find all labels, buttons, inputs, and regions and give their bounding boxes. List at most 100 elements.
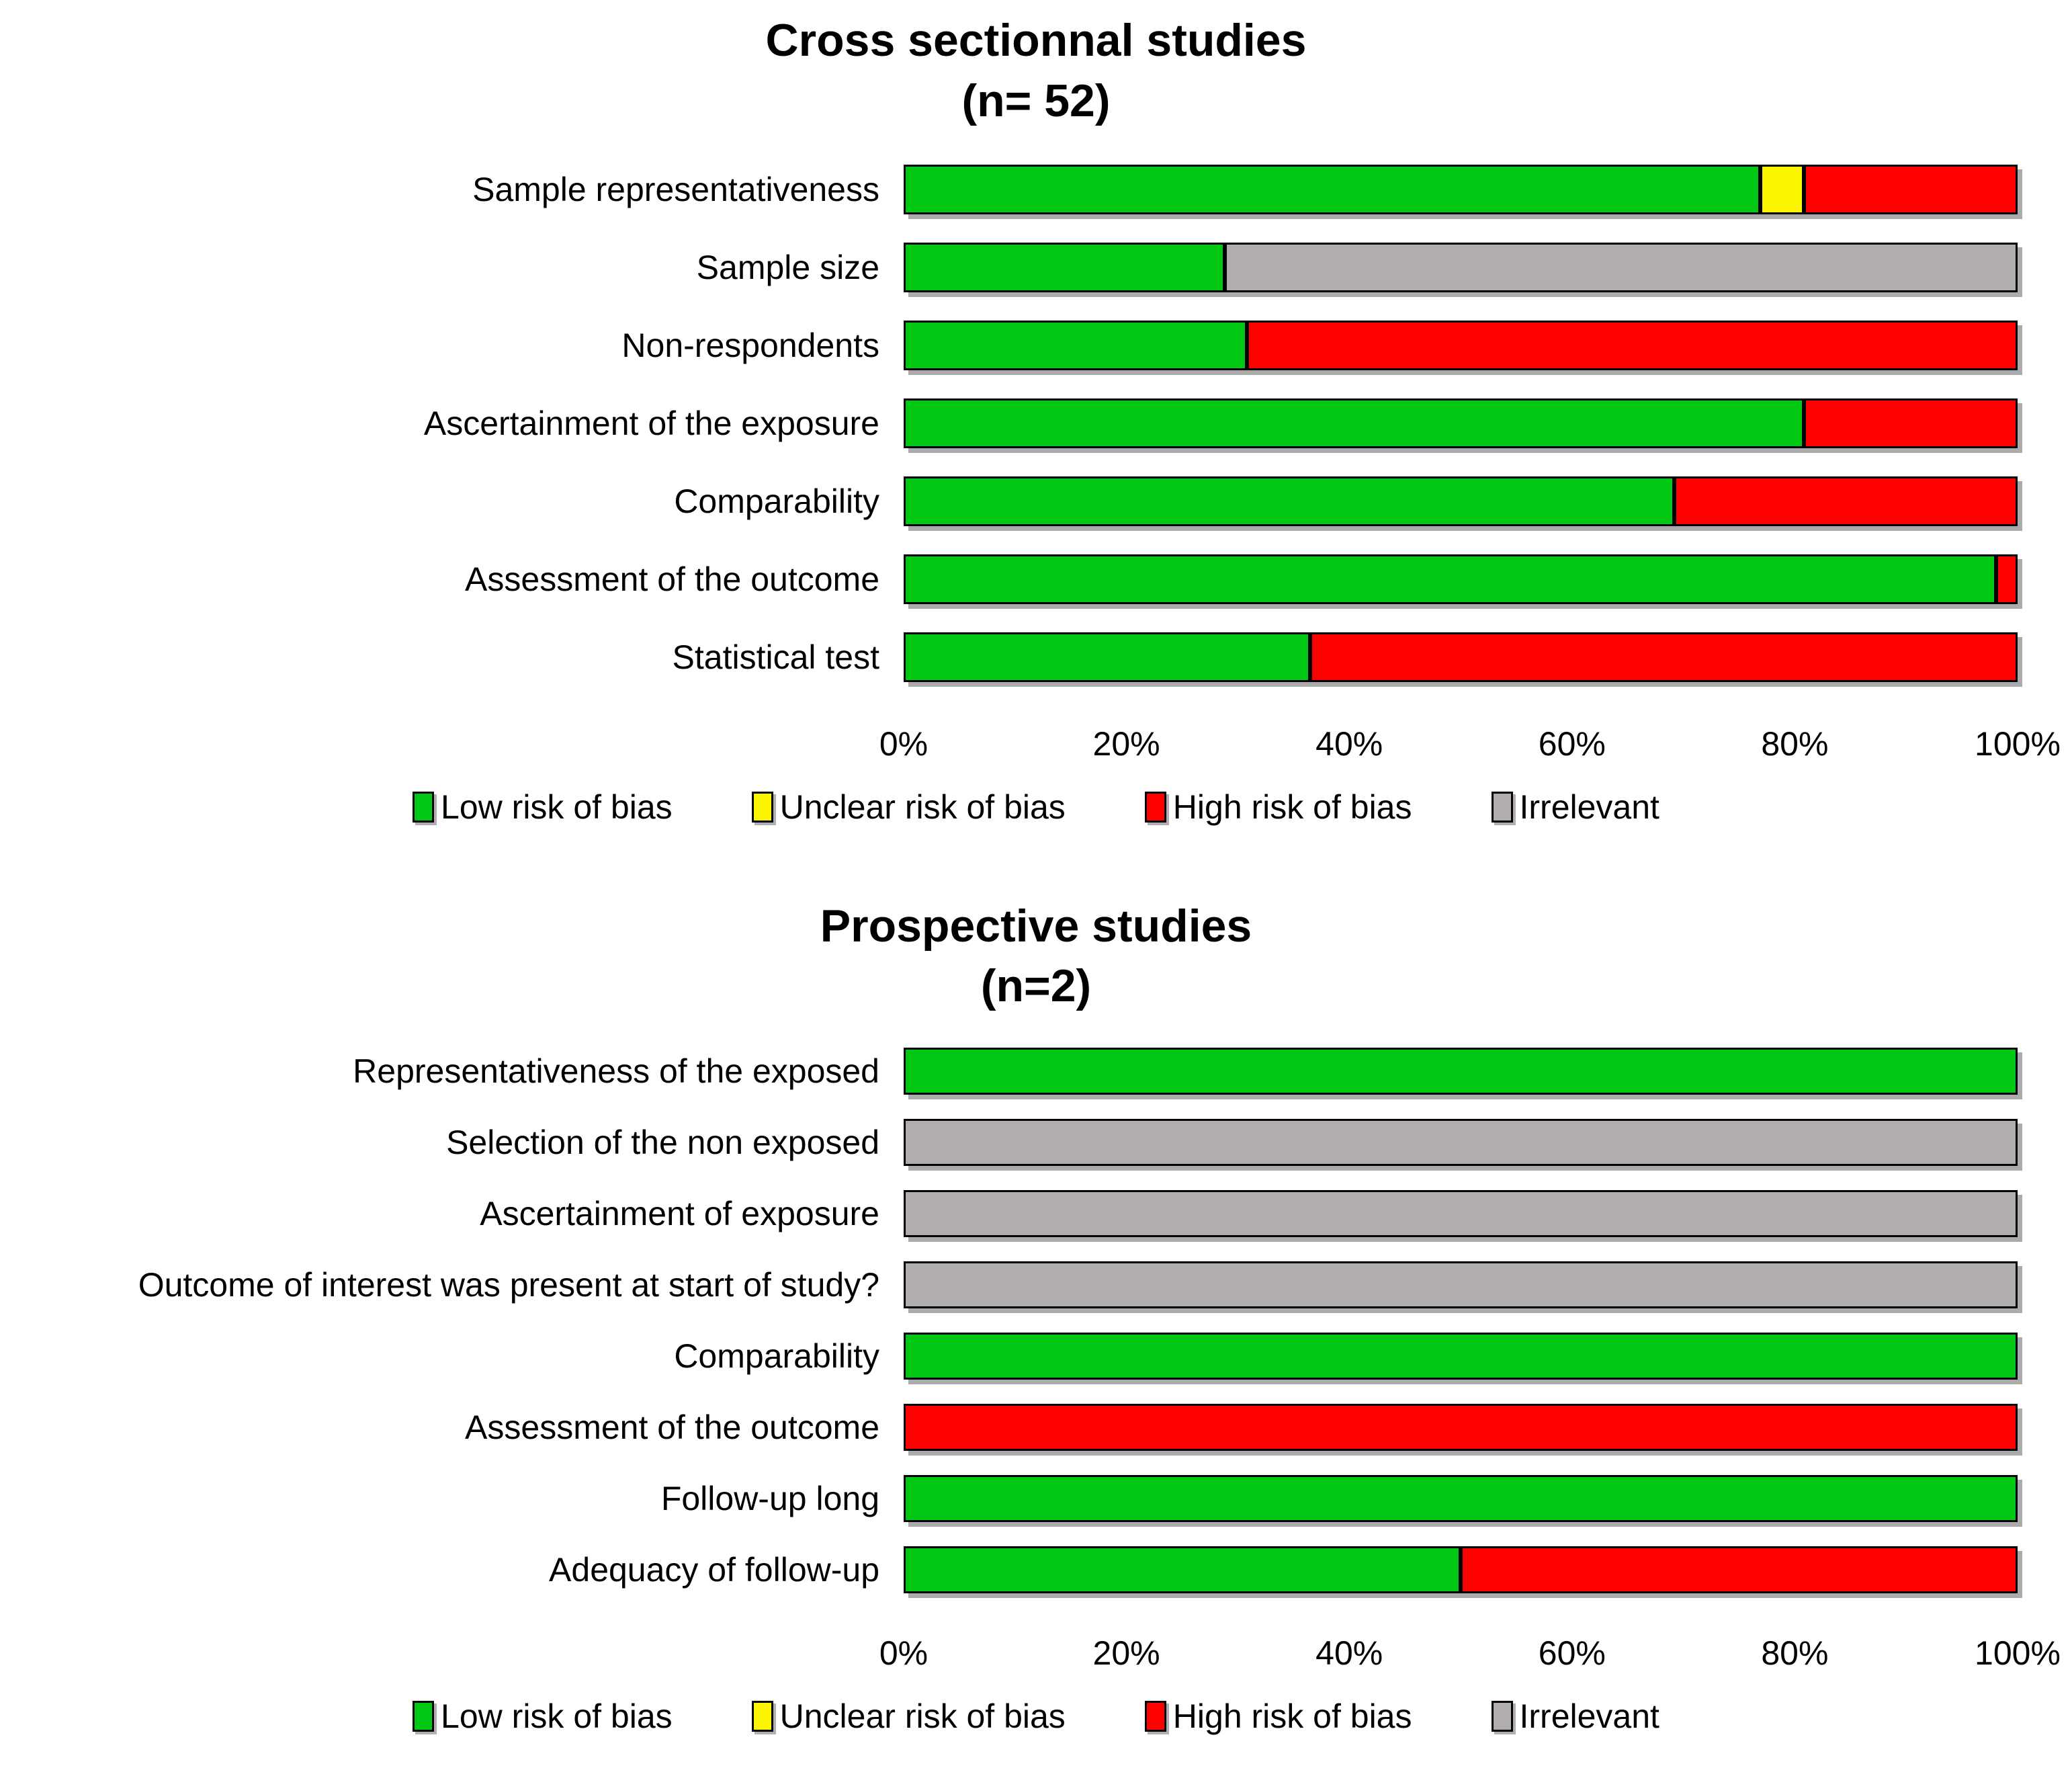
legend-swatch-irrelevant (1491, 791, 1513, 823)
legend-label: Unclear risk of bias (779, 788, 1066, 826)
bar-rows: Sample representativeness Sample size Non-… (0, 151, 2072, 696)
stacked-bar (904, 1190, 2018, 1237)
legend-item: Irrelevant (1491, 788, 1659, 827)
chart-row: Non-respondents (0, 306, 2072, 384)
bar-segment-irrelevant (904, 1119, 2018, 1166)
stacked-bar (904, 320, 2018, 370)
category-label: Sample representativeness (472, 170, 879, 208)
stacked-bar (904, 398, 2018, 448)
stacked-bar (904, 1261, 2018, 1308)
stacked-bar (904, 1333, 2018, 1380)
chart-title: Cross sectionnal studies (765, 15, 1307, 66)
category-label: Comparability (674, 1337, 879, 1375)
legend-item: Irrelevant (1491, 1697, 1659, 1736)
chart-row: Selection of the non exposed (0, 1107, 2072, 1178)
axis-tick-label: 20% (1092, 724, 1160, 763)
prospective-studies-chart: Prospective studies (n=2) Representative… (0, 896, 2072, 1736)
chart-row: Assessment of the outcome (0, 540, 2072, 618)
legend-swatch-unclear (751, 791, 773, 823)
x-axis: 0% 20% 40% 60% 80% 100% (879, 1615, 2061, 1679)
category-label: Adequacy of follow-up (549, 1551, 879, 1589)
cross-sectional-studies-chart: Cross sectionnal studies (n= 52) Sample … (0, 0, 2072, 827)
chart-row: Statistical test (0, 618, 2072, 696)
category-label: Ascertainment of exposure (480, 1195, 879, 1232)
bar-segment-irrelevant (904, 1261, 2018, 1308)
bar-segment-low (904, 320, 1247, 370)
legend-swatch-irrelevant (1491, 1701, 1513, 1732)
chart-row: Sample size (0, 228, 2072, 306)
legend-item: Unclear risk of bias (751, 788, 1066, 827)
chart-row: Ascertainment of the exposure (0, 384, 2072, 462)
stacked-bar (904, 1475, 2018, 1522)
legend-item: High risk of bias (1144, 788, 1412, 827)
chart-row: Assessment of the outcome (0, 1392, 2072, 1463)
axis-tick-label: 80% (1761, 724, 1829, 763)
bar-segment-irrelevant (1224, 242, 2018, 292)
stacked-bar (904, 1546, 2018, 1593)
axis-tick-label: 100% (1975, 1634, 2061, 1672)
category-label: Outcome of interest was present at start… (138, 1266, 879, 1304)
legend-label: High risk of bias (1172, 788, 1412, 826)
stacked-bar (904, 1404, 2018, 1451)
bar-segment-high (1996, 554, 2018, 604)
legend-label: Irrelevant (1519, 1697, 1659, 1735)
legend-item: Unclear risk of bias (751, 1697, 1066, 1736)
chart-row: Outcome of interest was present at start… (0, 1249, 2072, 1320)
chart-row: Ascertainment of exposure (0, 1178, 2072, 1249)
legend-swatch-unclear (751, 1701, 773, 1732)
bar-segment-low (904, 1546, 1461, 1593)
chart-row: Adequacy of follow-up (0, 1534, 2072, 1605)
legend-item: High risk of bias (1144, 1697, 1412, 1736)
bar-segment-high (1461, 1546, 2018, 1593)
legend: Low risk of bias Unclear risk of bias High… (0, 1697, 2072, 1736)
category-label: Representativeness of the exposed (353, 1052, 879, 1090)
bar-segment-high (1246, 320, 2018, 370)
legend-item: Low risk of bias (413, 1697, 673, 1736)
bar-rows: Representativeness of the exposed Selecti… (0, 1036, 2072, 1605)
bar-segment-high (1674, 476, 2018, 526)
chart-subtitle: (n= 52) (961, 75, 1111, 126)
category-label: Non-respondents (621, 326, 879, 364)
axis-tick-label: 0% (879, 1634, 929, 1672)
axis-tick-label: 0% (879, 724, 929, 763)
legend-item: Low risk of bias (413, 788, 673, 827)
category-label: Comparability (674, 482, 879, 520)
bar-segment-high (1310, 632, 2018, 682)
bar-segment-low (904, 242, 1225, 292)
legend-label: Unclear risk of bias (779, 1697, 1066, 1735)
legend-label: High risk of bias (1172, 1697, 1412, 1735)
legend-swatch-low (413, 1701, 435, 1732)
legend-swatch-high (1144, 791, 1166, 823)
bar-segment-high (1803, 398, 2018, 448)
chart-row: Representativeness of the exposed (0, 1036, 2072, 1107)
bar-segment-low (904, 1048, 2018, 1095)
category-label: Assessment of the outcome (465, 1408, 879, 1446)
category-label: Sample size (696, 248, 879, 286)
chart-row: Follow-up long (0, 1463, 2072, 1534)
category-label: Statistical test (672, 638, 879, 676)
chart-row: Comparability (0, 1320, 2072, 1392)
bar-segment-low (904, 554, 1997, 604)
stacked-bar (904, 476, 2018, 526)
stacked-bar (904, 554, 2018, 604)
axis-tick-label: 80% (1761, 1634, 1829, 1672)
category-label: Ascertainment of the exposure (423, 404, 879, 442)
axis-tick-label: 60% (1538, 724, 1606, 763)
legend-label: Low risk of bias (441, 1697, 673, 1735)
legend: Low risk of bias Unclear risk of bias High… (0, 788, 2072, 827)
stacked-bar (904, 632, 2018, 682)
axis-tick-label: 20% (1092, 1634, 1160, 1672)
category-label: Selection of the non exposed (446, 1124, 879, 1161)
legend-label: Low risk of bias (441, 788, 673, 826)
stacked-bar (904, 242, 2018, 292)
bar-segment-low (904, 476, 1675, 526)
legend-swatch-high (1144, 1701, 1166, 1732)
bar-segment-low (904, 164, 1760, 214)
legend-label: Irrelevant (1519, 788, 1659, 826)
chart-row: Comparability (0, 462, 2072, 540)
bar-segment-irrelevant (904, 1190, 2018, 1237)
stacked-bar (904, 1119, 2018, 1166)
chart-subtitle: (n=2) (980, 960, 1092, 1012)
category-label: Follow-up long (660, 1480, 879, 1517)
